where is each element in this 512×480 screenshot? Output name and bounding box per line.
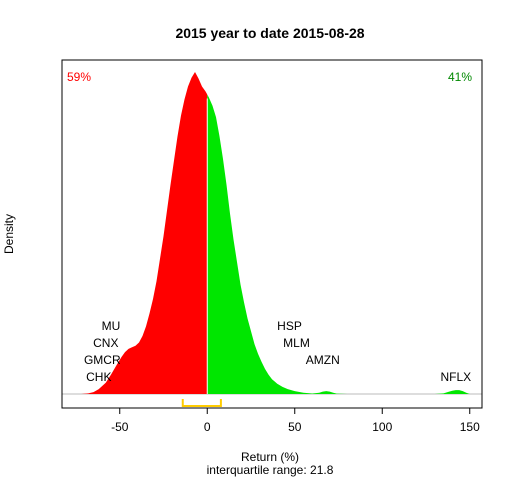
x-tick-label: -50 [111,420,129,434]
x-tick-label: 0 [204,420,211,434]
negative-share-label: 59% [67,70,91,84]
ticker-label: CNX [93,336,118,350]
x-tick-label: 50 [288,420,302,434]
ticker-label: HSP [277,319,302,333]
ticker-label: NFLX [440,370,471,384]
x-tick-label: 100 [372,420,392,434]
positive-share-label: 41% [448,70,472,84]
plot-area: MU CNX GMCR CHK HSP MLM AMZN NFLX [62,72,482,407]
ticker-label: GMCR [84,353,121,367]
plot-frame [61,59,483,409]
iqr-caption: interquartile range: 21.8 [207,463,334,477]
negative-return-area [81,72,208,394]
chart-title: 2015 year to date 2015-08-28 [175,25,364,41]
x-axis-label: Return (%) [241,450,299,464]
ticker-label: MLM [283,336,310,350]
x-axis: -50 0 50 100 150 [111,408,480,434]
ticker-label: AMZN [306,353,340,367]
positive-return-area [207,94,470,394]
iqr-bracket [181,399,222,407]
ticker-label: MU [102,319,121,333]
ticker-label: CHK [86,370,111,384]
y-axis-label: Density [2,214,16,254]
x-tick-label: 150 [460,420,480,434]
